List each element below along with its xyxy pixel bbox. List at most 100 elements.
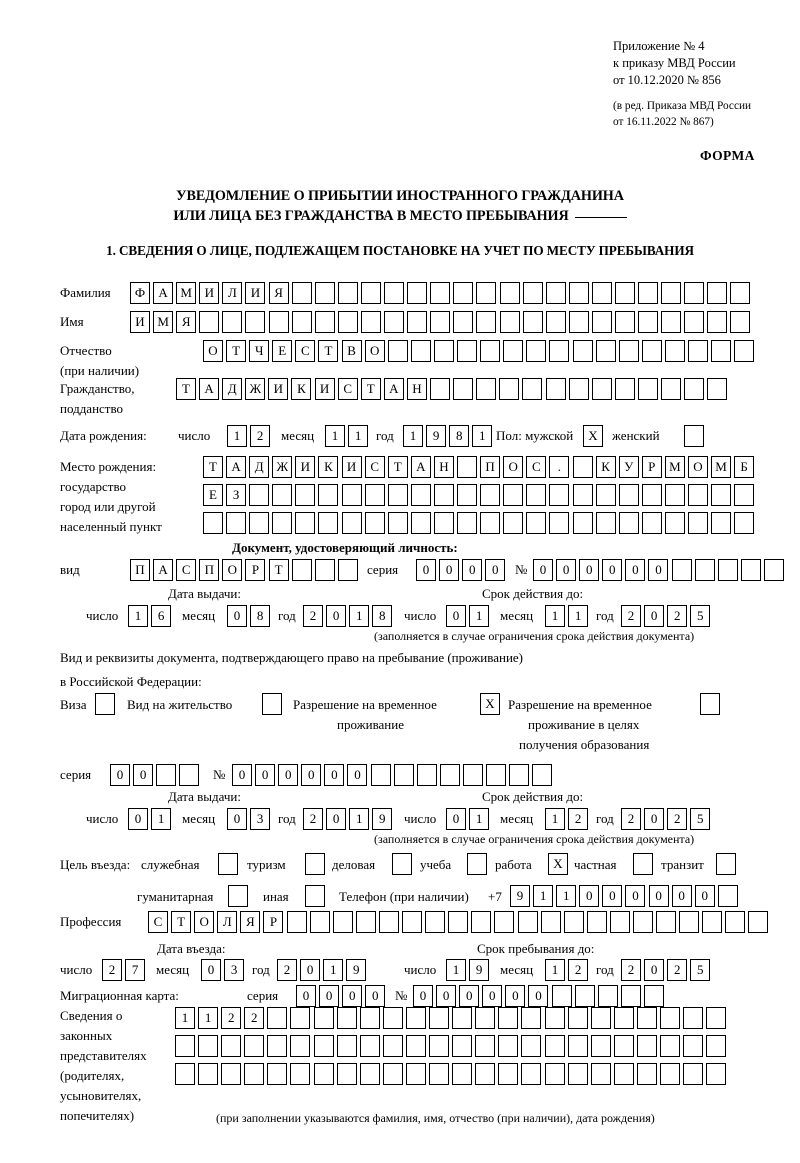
char-cell[interactable]	[521, 1063, 542, 1085]
char-cell[interactable]: 2	[244, 1007, 265, 1029]
char-cell[interactable]	[462, 764, 483, 786]
char-cell[interactable]	[272, 484, 293, 506]
char-cell[interactable]: А	[226, 456, 247, 478]
char-cell[interactable]	[522, 311, 543, 333]
sex-male-checkbox[interactable]: Х	[583, 425, 603, 447]
char-cell[interactable]: Д	[249, 456, 270, 478]
char-cell[interactable]	[249, 512, 270, 534]
char-cell[interactable]	[384, 282, 405, 304]
char-cell[interactable]	[711, 340, 732, 362]
char-cell[interactable]	[453, 311, 474, 333]
char-cell[interactable]	[687, 512, 708, 534]
char-cell[interactable]: 0	[462, 559, 483, 581]
char-cell[interactable]	[632, 911, 653, 933]
char-cell[interactable]: 2	[667, 959, 688, 981]
char-cell[interactable]	[706, 1007, 727, 1029]
char-cell[interactable]	[684, 311, 705, 333]
char-cell[interactable]	[336, 1063, 357, 1085]
char-cell[interactable]: С	[364, 456, 385, 478]
char-cell[interactable]	[402, 911, 423, 933]
char-cell[interactable]	[748, 911, 769, 933]
char-cell[interactable]: 0	[671, 885, 692, 907]
char-cell[interactable]	[476, 311, 497, 333]
char-cell[interactable]	[337, 311, 358, 333]
char-cell[interactable]: Е	[203, 484, 223, 506]
char-cell[interactable]: А	[199, 378, 220, 400]
char-cell[interactable]	[503, 340, 524, 362]
char-cell[interactable]	[313, 1007, 334, 1029]
char-cell[interactable]	[453, 282, 474, 304]
char-cell[interactable]	[671, 559, 692, 581]
char-cell[interactable]: С	[526, 456, 547, 478]
char-cell[interactable]	[563, 911, 584, 933]
char-cell[interactable]: 2	[102, 959, 122, 981]
char-cell[interactable]	[637, 378, 658, 400]
char-cell[interactable]: П	[130, 559, 150, 581]
char-cell[interactable]	[526, 512, 547, 534]
char-cell[interactable]	[290, 1007, 311, 1029]
char-cell[interactable]	[545, 378, 566, 400]
char-cell[interactable]	[318, 484, 339, 506]
char-cell[interactable]: 0	[201, 959, 221, 981]
char-cell[interactable]	[291, 559, 312, 581]
char-cell[interactable]	[572, 512, 593, 534]
char-cell[interactable]	[382, 1007, 403, 1029]
char-cell[interactable]	[198, 1035, 219, 1057]
char-cell[interactable]	[384, 311, 405, 333]
char-cell[interactable]	[430, 311, 451, 333]
char-cell[interactable]: Ж	[272, 456, 293, 478]
char-cell[interactable]	[430, 282, 451, 304]
char-cell[interactable]	[526, 484, 547, 506]
char-cell[interactable]: 1	[198, 1007, 219, 1029]
char-cell[interactable]: Т	[387, 456, 408, 478]
char-cell[interactable]	[687, 484, 708, 506]
char-cell[interactable]	[336, 1007, 357, 1029]
char-cell[interactable]: 9	[346, 959, 367, 981]
char-cell[interactable]	[387, 512, 408, 534]
char-cell[interactable]	[222, 311, 243, 333]
char-cell[interactable]	[486, 764, 507, 786]
char-cell[interactable]: Ч	[249, 340, 270, 362]
char-cell[interactable]	[659, 1007, 680, 1029]
char-cell[interactable]	[341, 512, 362, 534]
char-cell[interactable]	[503, 484, 524, 506]
char-cell[interactable]	[291, 282, 312, 304]
char-cell[interactable]	[457, 484, 478, 506]
char-cell[interactable]	[590, 1063, 611, 1085]
char-cell[interactable]	[609, 911, 630, 933]
char-cell[interactable]	[656, 911, 677, 933]
char-cell[interactable]: 0	[446, 808, 466, 830]
char-cell[interactable]	[522, 282, 543, 304]
char-cell[interactable]: Т	[176, 378, 196, 400]
char-cell[interactable]	[614, 378, 635, 400]
char-cell[interactable]	[433, 340, 454, 362]
char-cell[interactable]	[568, 282, 589, 304]
char-cell[interactable]: 0	[326, 605, 347, 627]
char-cell[interactable]	[179, 764, 200, 786]
char-cell[interactable]: М	[153, 311, 174, 333]
char-cell[interactable]	[660, 378, 681, 400]
char-cell[interactable]	[544, 1063, 565, 1085]
char-cell[interactable]	[156, 764, 177, 786]
char-cell[interactable]	[439, 764, 460, 786]
char-cell[interactable]: Ф	[130, 282, 150, 304]
char-cell[interactable]	[221, 1063, 242, 1085]
char-cell[interactable]	[568, 311, 589, 333]
char-cell[interactable]	[544, 1035, 565, 1057]
char-cell[interactable]: Д	[222, 378, 243, 400]
char-cell[interactable]: 0	[255, 764, 276, 786]
char-cell[interactable]: Е	[272, 340, 293, 362]
char-cell[interactable]	[291, 311, 312, 333]
char-cell[interactable]	[433, 512, 454, 534]
char-cell[interactable]: Т	[268, 559, 289, 581]
char-cell[interactable]	[452, 1063, 473, 1085]
char-cell[interactable]	[614, 311, 635, 333]
